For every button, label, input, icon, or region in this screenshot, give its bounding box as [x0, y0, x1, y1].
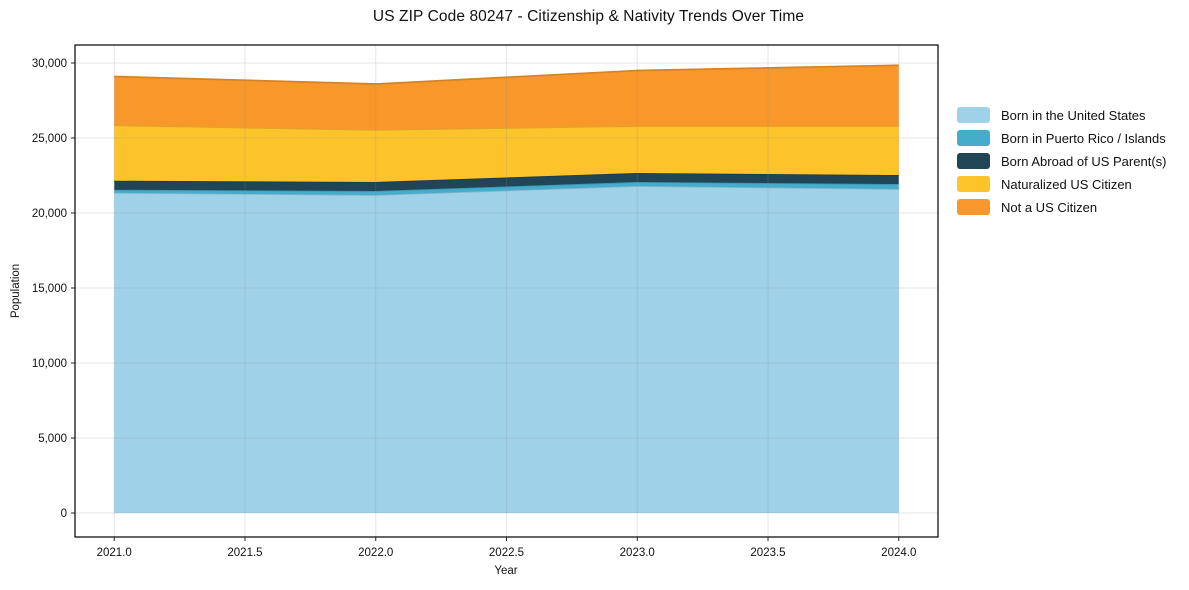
x-tick-label: 2023.0 [620, 547, 655, 559]
legend-swatch [957, 130, 990, 146]
y-tick-label: 0 [61, 508, 67, 520]
legend-item-born-in-the-united-states: Born in the United States [957, 107, 1166, 123]
x-tick-label: 2024.0 [881, 547, 916, 559]
y-tick-label: 5,000 [38, 433, 67, 445]
legend-label: Born in the United States [1001, 107, 1146, 123]
legend-item-naturalized-us-citizen: Naturalized US Citizen [957, 176, 1166, 192]
legend-label: Naturalized US Citizen [1001, 176, 1132, 192]
y-tick-label: 20,000 [32, 208, 67, 220]
y-tick-label: 30,000 [32, 58, 67, 70]
x-tick-label: 2021.5 [227, 547, 262, 559]
x-tick-label: 2022.0 [358, 547, 393, 559]
area-not-a-us-citizen [114, 65, 899, 130]
x-tick-label: 2023.5 [750, 547, 785, 559]
y-axis-title: Population [10, 263, 22, 319]
area-born-in-the-united-states [114, 186, 899, 513]
legend-swatch [957, 107, 990, 123]
x-tick-label: 2021.0 [97, 547, 132, 559]
y-tick-label: 10,000 [32, 358, 67, 370]
y-tick-label: 25,000 [32, 133, 67, 145]
legend: Born in the United States Born in Puerto … [957, 107, 1166, 215]
legend-swatch [957, 153, 990, 169]
x-tick-label: 2022.5 [489, 547, 524, 559]
area-born-abroad-of-us-parent-s [114, 172, 899, 191]
legend-label: Born in Puerto Rico / Islands [1001, 130, 1166, 146]
area-edge-not-a-us-citizen [114, 64, 899, 85]
legend-swatch [957, 176, 990, 192]
legend-item-born-abroad-of-us-parent-s: Born Abroad of US Parent(s) [957, 153, 1166, 169]
area-born-in-puerto-rico-islands [114, 181, 899, 195]
area-naturalized-us-citizen [114, 125, 899, 182]
legend-swatch [957, 199, 990, 215]
legend-item-born-in-puerto-rico-islands: Born in Puerto Rico / Islands [957, 130, 1166, 146]
chart-title: US ZIP Code 80247 - Citizenship & Nativi… [372, 8, 805, 25]
legend-label: Not a US Citizen [1001, 199, 1098, 215]
legend-label: Born Abroad of US Parent(s) [1001, 153, 1167, 169]
x-axis-title: Year [494, 565, 518, 577]
legend-item-not-a-us-citizen: Not a US Citizen [957, 199, 1166, 215]
y-tick-label: 15,000 [32, 283, 67, 295]
